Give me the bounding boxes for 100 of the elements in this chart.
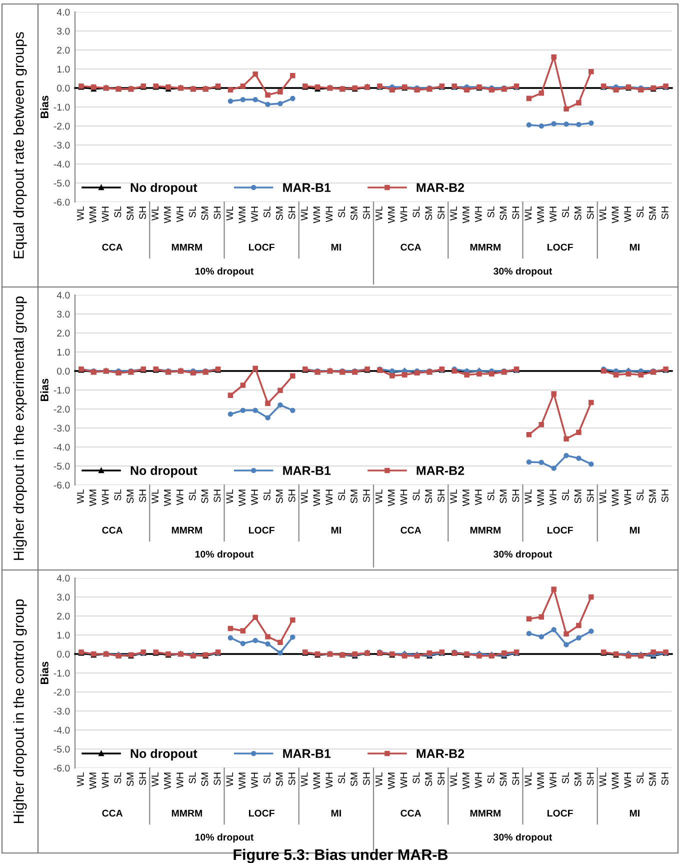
x-tick-label: WL (524, 489, 532, 504)
x-tick-label: WL (152, 206, 158, 221)
x-tick-label: WM (612, 490, 619, 506)
text: Higher dropout in the experimental group (13, 296, 27, 560)
x-tick-label: WH (251, 772, 258, 788)
legend-label: MAR-B2 (416, 749, 464, 758)
x-tick-label: WM (462, 206, 470, 224)
y-axis-title: Bias (40, 378, 48, 401)
y-tick-label: -4.0 (54, 726, 70, 734)
legend-label: No dropout (130, 182, 198, 194)
y-tick-label: -5.0 (54, 746, 70, 753)
y-tick-label: 3.0 (56, 310, 70, 318)
x-tick-label: SL (562, 489, 569, 500)
x-tick-label: SL (562, 772, 569, 784)
text: 10% dropout (195, 833, 254, 843)
x-tick-label: SH (214, 206, 221, 220)
x-tick-label: SM (350, 206, 358, 220)
text: CCA (400, 526, 422, 534)
x-tick-label: SM (350, 772, 358, 786)
x-tick-label: WL (152, 772, 158, 787)
y-tick-label: -6.0 (54, 764, 70, 772)
text: Higher dropout in the control group (13, 599, 27, 823)
x-tick-label: WL (524, 206, 532, 221)
y-tick-label: -6.0 (54, 198, 70, 206)
text: 10% dropout (195, 267, 254, 277)
legend-label: No dropout (130, 748, 198, 760)
x-tick-label: WM (388, 772, 395, 790)
x-tick-label: WH (251, 490, 258, 506)
x-tick-label: SM (500, 490, 507, 504)
x-tick-label: WM (313, 772, 320, 790)
x-tick-label: SH (438, 490, 445, 502)
legend-label: MAR-B2 (416, 183, 464, 192)
y-tick-label: 4.0 (56, 8, 70, 16)
text: 30% dropout (494, 267, 552, 277)
x-tick-label: WM (164, 206, 171, 224)
x-tick-label: WL (77, 489, 84, 504)
y-tick-label: 3.0 (56, 28, 70, 35)
x-tick-label: SM (500, 206, 507, 220)
x-tick-label: WH (475, 772, 482, 788)
x-tick-label: SM (201, 490, 208, 504)
x-tick-label: SH (586, 490, 594, 502)
x-tick-label: SH (662, 206, 668, 220)
x-tick-label: SM (649, 772, 656, 786)
y-tick-label: -2.0 (54, 688, 70, 696)
x-tick-label: WL (226, 489, 233, 504)
x-tick-label: SL (264, 489, 270, 500)
x-tick-label: SH (512, 772, 520, 786)
text: MMRM (172, 244, 202, 251)
y-tick-label: -5.0 (54, 180, 70, 187)
x-tick-label: SH (288, 772, 296, 786)
legend-label: MAR-B2 (416, 466, 464, 475)
x-tick-label: WM (164, 772, 171, 790)
x-tick-label: SM (574, 206, 582, 220)
y-tick-label: -3.0 (54, 424, 70, 432)
text: LOCF (547, 244, 573, 251)
x-tick-label: SH (214, 490, 221, 502)
y-tick-label: 3.0 (56, 594, 70, 601)
text: MI (331, 810, 341, 817)
text: LOCF (248, 244, 274, 251)
x-tick-label: WH (102, 206, 109, 222)
y-axis-title: Bias (40, 96, 48, 118)
x-tick-label: WM (462, 772, 470, 790)
x-tick-label: WM (612, 206, 619, 224)
x-tick-label: WL (599, 206, 606, 221)
x-tick-label: WH (400, 206, 408, 222)
x-tick-label: SH (438, 206, 445, 220)
y-tick-label: 1.0 (57, 348, 70, 356)
y-tick-label: 0.0 (57, 368, 70, 375)
y-tick-label: 2.0 (57, 612, 70, 620)
x-tick-label: WL (450, 772, 457, 787)
x-tick-label: SM (350, 490, 358, 504)
x-tick-label: SM (574, 772, 582, 786)
x-tick-label: SH (288, 206, 296, 220)
x-tick-label: SH (214, 772, 221, 786)
x-tick-label: SH (363, 206, 370, 220)
x-tick-label: WL (599, 489, 606, 504)
x-tick-label: WH (326, 490, 332, 506)
x-tick-label: SM (126, 206, 134, 220)
x-tick-label: WH (102, 490, 109, 506)
x-tick-label: WL (300, 772, 308, 787)
x-tick-label: WH (400, 772, 408, 788)
x-tick-label: WH (251, 206, 258, 222)
x-tick-label: SL (338, 772, 346, 784)
y-tick-label: -4.0 (54, 444, 70, 451)
text: MI (630, 810, 640, 817)
x-tick-label: SH (662, 490, 668, 502)
x-tick-label: SL (188, 206, 196, 218)
text: LOCF (547, 526, 573, 534)
text: LOCF (248, 810, 274, 817)
y-axis-title: Bias (40, 662, 48, 684)
y-tick-label: 2.0 (57, 46, 70, 54)
x-tick-label: WM (238, 772, 246, 790)
x-tick-label: WL (77, 772, 84, 787)
x-tick-label: SL (487, 772, 494, 784)
x-tick-label: SM (425, 490, 432, 504)
text: 30% dropout (494, 833, 552, 843)
x-tick-label: SL (412, 772, 420, 784)
x-tick-label: SL (338, 489, 346, 500)
x-tick-label: SH (512, 490, 520, 502)
text: MMRM (470, 810, 500, 817)
